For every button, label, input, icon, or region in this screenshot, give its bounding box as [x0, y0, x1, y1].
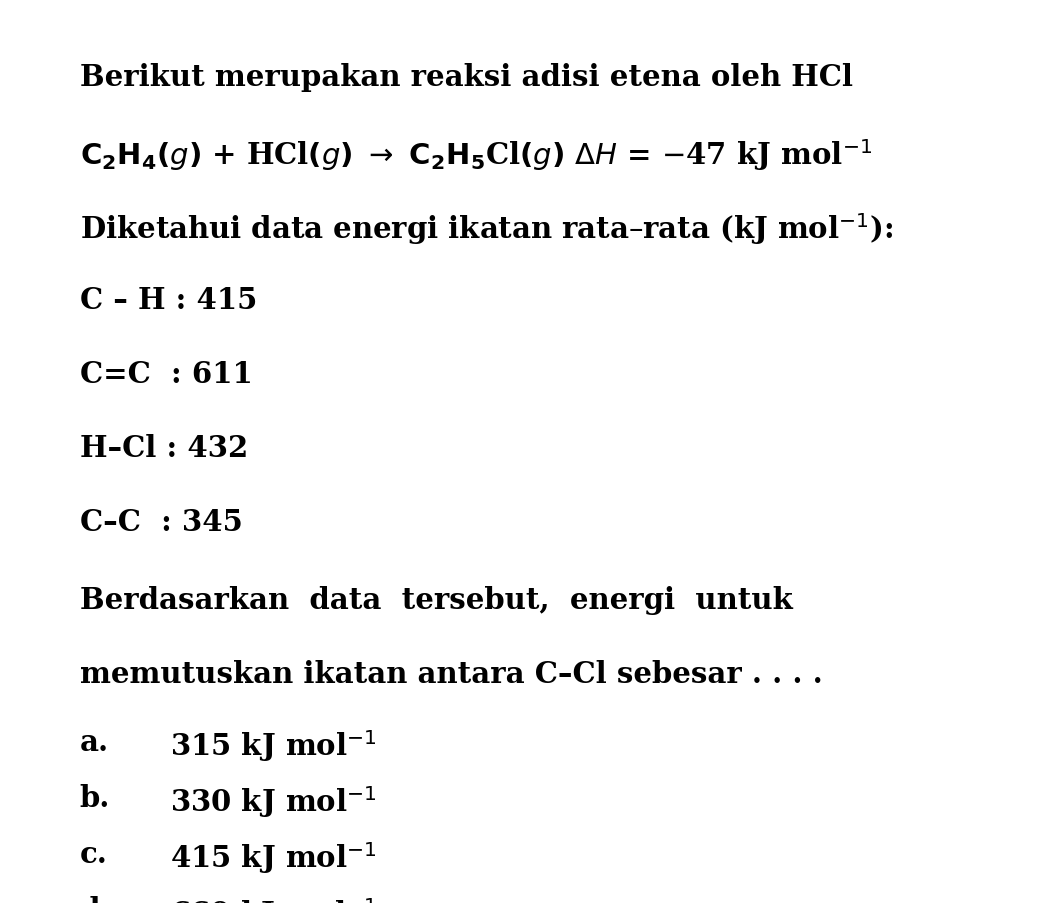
Text: C–C  : 345: C–C : 345 — [80, 507, 243, 536]
Text: b.: b. — [80, 783, 110, 812]
Text: 415 kJ mol$^{-1}$: 415 kJ mol$^{-1}$ — [170, 839, 376, 875]
Text: c.: c. — [80, 839, 107, 868]
Text: 315 kJ mol$^{-1}$: 315 kJ mol$^{-1}$ — [170, 727, 376, 763]
Text: Berdasarkan  data  tersebut,  energi  untuk: Berdasarkan data tersebut, energi untuk — [80, 585, 792, 614]
Text: C – H : 415: C – H : 415 — [80, 285, 257, 314]
Text: a.: a. — [80, 727, 108, 756]
Text: 330 kJ mol$^{-1}$: 330 kJ mol$^{-1}$ — [170, 783, 376, 819]
Text: 660 kJ mol$^{-1}$: 660 kJ mol$^{-1}$ — [170, 895, 375, 903]
Text: Berikut merupakan reaksi adisi etena oleh HCl: Berikut merupakan reaksi adisi etena ole… — [80, 63, 852, 92]
Text: Diketahui data energi ikatan rata–rata (kJ mol$^{-1}$):: Diketahui data energi ikatan rata–rata (… — [80, 211, 893, 247]
Text: $\mathbf{C_2H_4}$$\mathbf{(\mathit{g})}$ + HCl$\mathbf{(\mathit{g})}$ $\rightarr: $\mathbf{C_2H_4}$$\mathbf{(\mathit{g})}$… — [80, 137, 871, 173]
Text: H–Cl : 432: H–Cl : 432 — [80, 433, 248, 462]
Text: C=C  : 611: C=C : 611 — [80, 359, 252, 388]
Text: memutuskan ikatan antara C–Cl sebesar . . . .: memutuskan ikatan antara C–Cl sebesar . … — [80, 659, 823, 688]
Text: d.: d. — [80, 895, 110, 903]
